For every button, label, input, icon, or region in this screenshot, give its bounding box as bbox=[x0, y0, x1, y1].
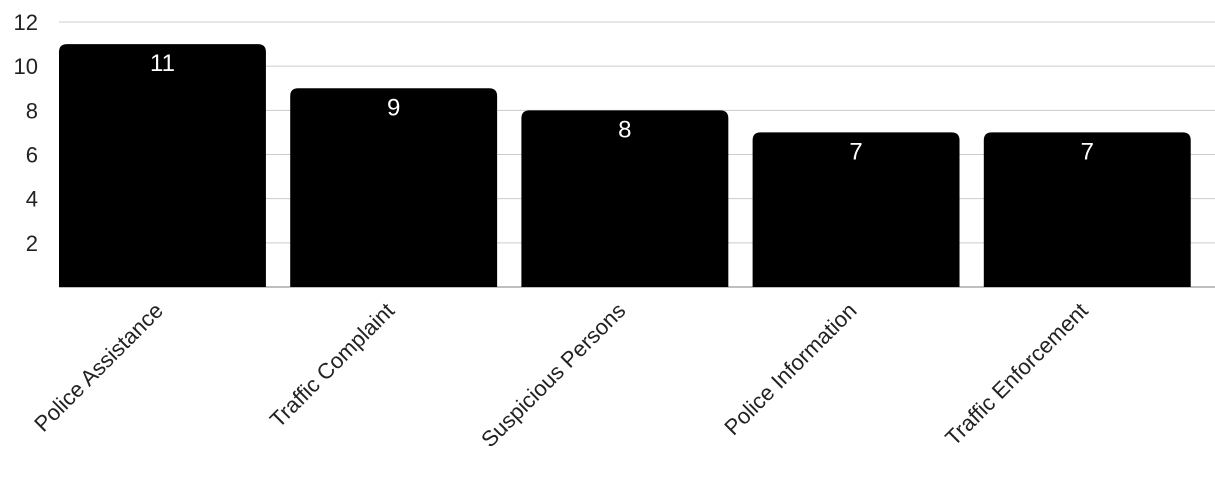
bar bbox=[521, 110, 729, 287]
data-label: 8 bbox=[618, 116, 631, 143]
y-tick-label: 6 bbox=[26, 143, 38, 168]
x-category-label: Police Information bbox=[719, 298, 861, 440]
y-tick-label: 10 bbox=[14, 54, 38, 79]
bars: 11 9 8 7 7 bbox=[59, 44, 1191, 288]
data-label: 11 bbox=[150, 50, 175, 77]
y-axis: 2 4 6 8 10 12 bbox=[14, 10, 38, 256]
y-tick-label: 8 bbox=[26, 98, 38, 123]
data-label: 9 bbox=[387, 94, 400, 121]
bar bbox=[59, 44, 266, 288]
x-axis: Police Assistance Traffic Complaint Suspic… bbox=[29, 298, 1093, 452]
data-label: 7 bbox=[1081, 138, 1094, 165]
y-tick-label: 12 bbox=[14, 10, 38, 35]
x-category-label: Traffic Complaint bbox=[265, 298, 399, 432]
x-category-label: Traffic Enforcement bbox=[940, 298, 1093, 451]
bar bbox=[983, 132, 1191, 287]
bar bbox=[290, 88, 498, 287]
x-category-label: Police Assistance bbox=[29, 298, 168, 437]
bar bbox=[752, 132, 960, 287]
x-category-label: Suspicious Persons bbox=[476, 298, 630, 452]
data-label: 7 bbox=[849, 138, 862, 165]
y-tick-label: 4 bbox=[26, 187, 38, 212]
y-tick-label: 2 bbox=[26, 231, 38, 256]
